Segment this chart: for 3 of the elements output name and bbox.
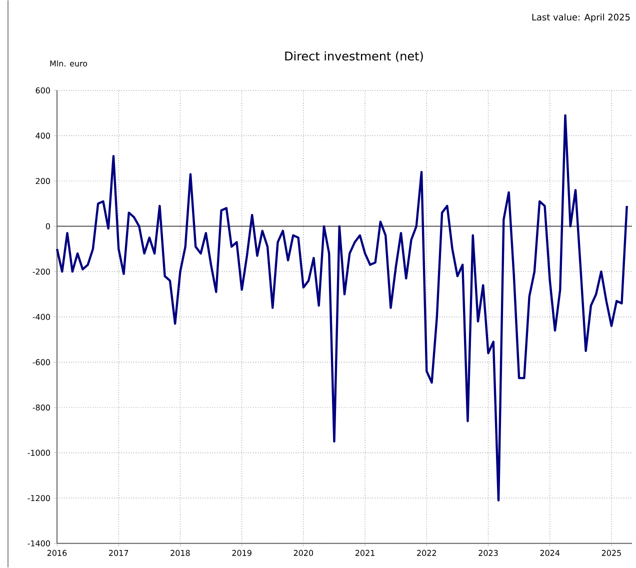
chart-title: Direct investment (net) bbox=[285, 51, 423, 62]
line-series bbox=[56, 114, 628, 502]
text: Last value: April 2025 bbox=[532, 14, 630, 22]
